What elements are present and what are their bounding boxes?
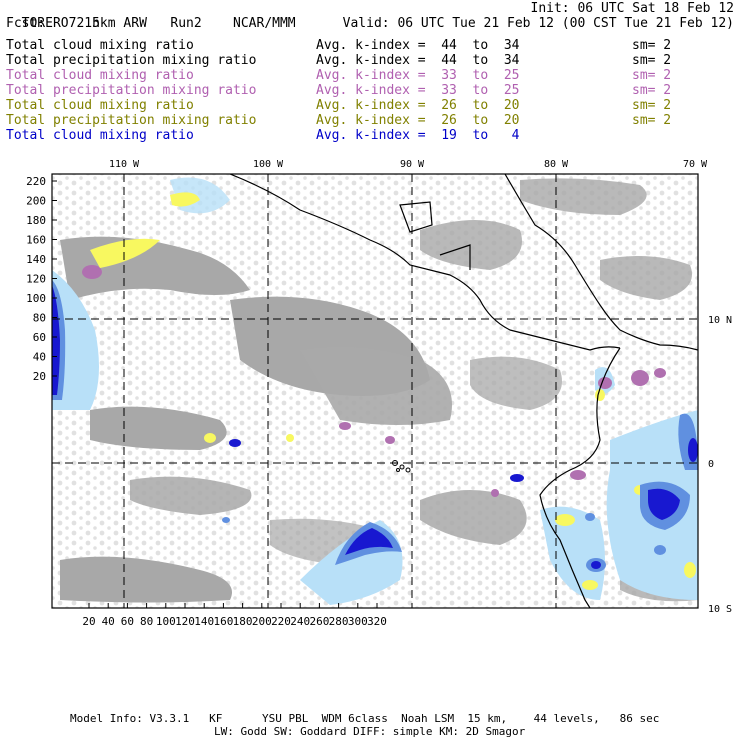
legend-k-index: Avg. k-index = 19 to 4 (316, 128, 520, 143)
model-resolution: 15km ARW (84, 16, 147, 31)
purple-layer (82, 265, 666, 497)
y-tick-labels: 220 200 180 160 140 120 100 80 60 40 20 (26, 175, 46, 383)
plot-area (52, 174, 698, 608)
x-tick-label: 320 (367, 615, 387, 628)
x-tick-labels: 20 40 60 80 100 120 140 160 180 200 220 240 260 280 30… (82, 615, 387, 628)
legend-smoothing: sm= 2 (632, 68, 672, 83)
y-tick-label: 160 (26, 234, 46, 247)
y-tick-label: 200 (26, 195, 46, 208)
y-tick-label: 80 (33, 312, 46, 325)
legend-smoothing: sm= 2 (632, 38, 672, 53)
longitude-label: 80 W (544, 159, 569, 170)
y-tick-label: 140 (26, 253, 46, 266)
x-tick-label: 100 (156, 615, 176, 628)
y-tick-label: 220 (26, 175, 46, 188)
legend-k-index: Avg. k-index = 26 to 20 (316, 98, 520, 113)
legend-field-name: Total cloud mixing ratio (6, 128, 194, 143)
y-tick-marks (52, 180, 57, 377)
legend-row: Total cloud mixing ratio Avg. k-index = 1… (6, 128, 736, 143)
legend-field-name: Total precipitation mixing ratio (6, 113, 257, 128)
latitude-label: 10 S (708, 604, 732, 615)
header-line-2: Fcst: 72 h (6, 16, 100, 31)
y-tick-label: 40 (33, 351, 46, 364)
x-tick-label: 140 (194, 615, 214, 628)
gridlines (52, 174, 698, 608)
y-tick-label: 180 (26, 214, 46, 227)
latitude-label: 0 (708, 459, 714, 470)
x-tick-label: 280 (329, 615, 349, 628)
legend-row: Total precipitation mixing ratio Avg. k-i… (6, 53, 736, 68)
legend-field-name: Total cloud mixing ratio (6, 98, 194, 113)
coastlines (229, 174, 698, 608)
legend-field-name: Total cloud mixing ratio (6, 38, 194, 53)
latitude-labels: 10 N 0 10 S (708, 315, 732, 615)
legend-row: Total precipitation mixing ratio Avg. k-i… (6, 113, 736, 128)
legend-row: Total cloud mixing ratio Avg. k-index = 2… (6, 98, 736, 113)
org-label: NCAR/MMM (233, 16, 296, 31)
plot-frame (51, 173, 699, 609)
legend-k-index: Avg. k-index = 26 to 20 (316, 113, 520, 128)
longitude-label: 90 W (400, 159, 425, 170)
x-tick-marks (88, 603, 378, 608)
x-tick-label: 120 (175, 615, 195, 628)
longitude-labels: 110 W 100 W 90 W 80 W 70 W (109, 159, 708, 170)
legend-row: Total precipitation mixing ratio Avg. k-i… (6, 83, 736, 98)
yellow-layer (90, 192, 696, 590)
x-tick-label: 240 (290, 615, 310, 628)
footer-model-info: Model Info: V3.3.1 KF YSU PBL WDM 6class… (70, 712, 660, 725)
legend-row: Total cloud mixing ratio Avg. k-index = 3… (6, 68, 736, 83)
legend-smoothing: sm= 2 (632, 53, 672, 68)
y-tick-label: 120 (26, 273, 46, 286)
longitude-label: 70 W (683, 159, 708, 170)
fcst-hours: 72 h (68, 16, 100, 31)
legend-smoothing: sm= 2 (632, 113, 672, 128)
init-time: Init: 06 UTC Sat 18 Feb 12 (530, 1, 735, 16)
legend-k-index: Avg. k-index = 44 to 34 (316, 53, 520, 68)
x-tick-label: 220 (271, 615, 291, 628)
legend-k-index: Avg. k-index = 33 to 25 (316, 83, 520, 98)
longitude-label: 110 W (109, 159, 140, 170)
x-tick-label: 200 (252, 615, 272, 628)
legend-smoothing: sm= 2 (632, 83, 672, 98)
latitude-label: 10 N (708, 315, 732, 326)
legend-k-index: Avg. k-index = 33 to 25 (316, 68, 520, 83)
y-tick-label: 100 (26, 292, 46, 305)
x-tick-label: 300 (348, 615, 368, 628)
longitude-label: 100 W (253, 159, 284, 170)
x-tick-label: 20 (82, 615, 95, 628)
x-tick-label: 60 (121, 615, 134, 628)
legend-field-name: Total precipitation mixing ratio (6, 53, 257, 68)
legend-field-name: Total precipitation mixing ratio (6, 83, 257, 98)
run-label: Run2 (170, 16, 202, 31)
y-tick-label: 60 (33, 331, 46, 344)
header-line-1: TORERO 15km ARW Run2 NCAR/MMM (6, 1, 296, 31)
x-tick-label: 180 (233, 615, 253, 628)
legend-k-index: Avg. k-index = 44 to 34 (316, 38, 520, 53)
x-tick-label: 160 (213, 615, 233, 628)
fcst-label: Fcst: (6, 16, 46, 31)
y-tick-label: 20 (33, 370, 46, 383)
blue-layer (52, 280, 698, 572)
model-name: TORERO (21, 16, 69, 31)
valid-time: Valid: 06 UTC Tue 21 Feb 12 (00 CST Tue … (342, 16, 734, 31)
x-tick-label: 40 (102, 615, 115, 628)
legend-row: Total cloud mixing ratio Avg. k-index = 4… (6, 38, 736, 53)
x-tick-label: 80 (140, 615, 153, 628)
footer-physics-info: LW: Godd SW: Goddard DIFF: simple KM: 2D… (214, 725, 526, 738)
legend-smoothing: sm= 2 (632, 98, 672, 113)
x-tick-label: 260 (309, 615, 329, 628)
legend-field-name: Total cloud mixing ratio (6, 68, 194, 83)
